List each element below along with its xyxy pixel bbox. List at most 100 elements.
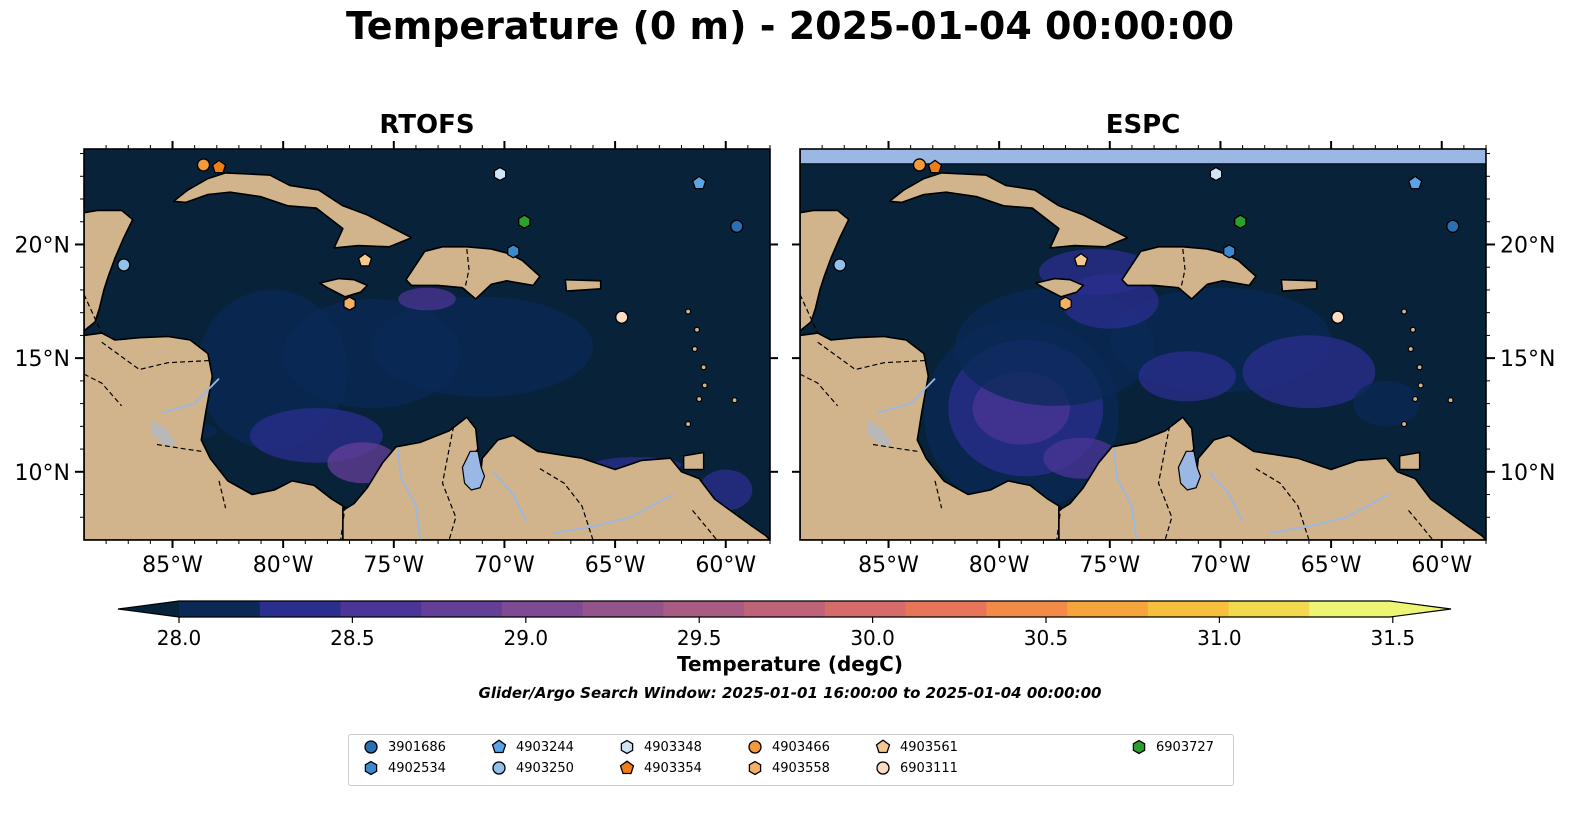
island (1409, 326, 1417, 333)
island (693, 326, 701, 333)
warm-sst-patch (1061, 274, 1159, 329)
legend-label: 6903111 (900, 760, 958, 776)
warm-sst-patch (398, 287, 456, 311)
lon-tick-label: 75°W (1079, 553, 1140, 578)
hexagon-marker-icon (1132, 739, 1146, 755)
river (492, 471, 528, 523)
platform-4903250 (117, 258, 131, 272)
platform-4903466 (912, 158, 927, 172)
island (1417, 382, 1424, 389)
colorbar-segment (179, 601, 261, 617)
land-trinidad (683, 451, 705, 471)
warm-sst-patch (1138, 351, 1236, 402)
platform-6903727 (1234, 214, 1247, 229)
legend-item-4903558: 4903558 (747, 758, 830, 778)
map-frame (799, 148, 1487, 541)
river (1208, 471, 1244, 523)
legend-label: 4903558 (772, 760, 830, 776)
island (685, 308, 692, 315)
legend-marker (748, 760, 762, 776)
country-border (537, 466, 594, 540)
colorbar-segment (824, 601, 907, 617)
legend-label: 4903354 (644, 760, 702, 776)
platform-6903111 (615, 310, 629, 324)
legend-label: 4903250 (516, 760, 574, 776)
colorbar-segment (1309, 601, 1391, 617)
colorbar-tick-label: 29.5 (677, 626, 722, 650)
legend-marker (364, 760, 378, 776)
platform-6903111 (1331, 310, 1345, 324)
country-border (218, 480, 227, 509)
river (552, 493, 674, 535)
river (397, 449, 422, 540)
lon-tick-label: 85°W (142, 553, 203, 578)
circle-marker-icon (876, 761, 890, 775)
country-border (1253, 466, 1310, 540)
platform-4903561 (357, 252, 373, 267)
colorbar-segment (1147, 601, 1230, 617)
legend-marker (620, 739, 634, 755)
lon-tick-label: 60°W (695, 553, 756, 578)
platform-4902534 (1223, 244, 1236, 259)
search-window-caption: Glider/Argo Search Window: 2025-01-01 16… (478, 684, 1102, 702)
colorbar-tick-label: 29.0 (504, 626, 549, 650)
colorbar: 28.0 28.5 29.0 29.5 30.0 30.5 31.0 31.5 (117, 600, 1452, 650)
colorbar-label: Temperature (degC) (677, 652, 903, 676)
legend-label: 6903727 (1156, 739, 1214, 755)
legend-marker (492, 761, 506, 775)
legend-marker (748, 740, 762, 754)
island (1447, 397, 1454, 404)
land-puertorico (1280, 278, 1318, 292)
platform-4903244 (1407, 175, 1423, 190)
lat-tick-label: 15°N (15, 347, 70, 372)
map-frame (83, 148, 771, 541)
circle-marker-icon (364, 740, 378, 754)
platform-legend: 3901686 4902534 4903244 4903250 4903348 49033… (348, 734, 1234, 786)
legend-item-6903111: 6903111 (875, 758, 958, 778)
island (1407, 345, 1414, 353)
platform-4902534 (507, 244, 520, 259)
country-border (340, 505, 346, 540)
colorbar-segment (501, 601, 584, 617)
platform-4903466 (196, 158, 211, 172)
colorbar-tick-label: 31.5 (1371, 626, 1416, 650)
platform-4903354 (927, 159, 943, 174)
legend-marker (619, 760, 635, 775)
land-jamaica (1034, 277, 1085, 298)
platform-4903250 (833, 258, 847, 272)
pentagon-marker-icon (875, 739, 891, 754)
country-border (1157, 426, 1173, 540)
country-border (1180, 248, 1186, 291)
island (1401, 420, 1408, 428)
land-hispaniola (405, 246, 541, 300)
country-border (1056, 505, 1062, 540)
lon-tick-label: 85°W (858, 553, 919, 578)
colorbar-segment (1067, 601, 1149, 617)
country-border (800, 373, 839, 407)
country-border (817, 341, 929, 371)
lat-tick-label: 20°N (1500, 233, 1555, 258)
platform-4903561 (1073, 252, 1089, 267)
colorbar-segment (744, 601, 826, 617)
legend-item-4903348: 4903348 (619, 737, 702, 757)
circle-marker-icon (492, 761, 506, 775)
colorbar-segment (905, 601, 987, 617)
lon-tick-label: 60°W (1411, 553, 1472, 578)
island (691, 345, 698, 353)
colorbar-under-arrow (118, 601, 179, 617)
island (1416, 364, 1423, 371)
platform-4903354 (211, 159, 227, 174)
lon-tick-label: 65°W (1301, 553, 1362, 578)
legend-item-3901686: 3901686 (363, 737, 446, 757)
lake-maracaibo (461, 450, 486, 491)
legend-label: 4903561 (900, 739, 958, 755)
colorbar-tick-label: 28.0 (157, 626, 202, 650)
platform-6903727 (518, 214, 531, 229)
legend-label: 3901686 (388, 739, 446, 755)
lon-tick-label: 80°W (253, 553, 314, 578)
colorbar-segment (1228, 601, 1310, 617)
land-yucatan (800, 149, 850, 332)
country-border (800, 294, 819, 334)
country-border (464, 248, 470, 291)
lat-tick-label: 10°N (1500, 461, 1555, 486)
